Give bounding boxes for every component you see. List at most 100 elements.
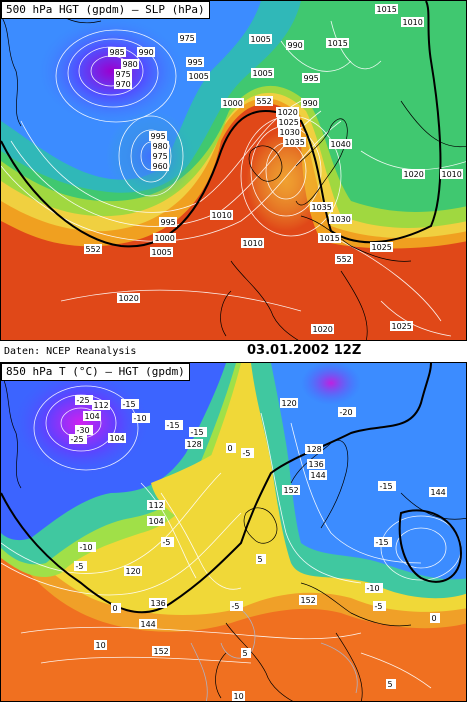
- top-contour-label: 1010: [210, 210, 233, 220]
- svg-text:0: 0: [228, 444, 233, 453]
- bottom-contour-label: 5: [241, 648, 251, 658]
- top-contour-label: 1010: [241, 238, 264, 248]
- top-contour-label: 990: [137, 47, 155, 57]
- svg-text:-25: -25: [77, 396, 90, 405]
- bottom-contour-label: 5: [386, 679, 396, 689]
- bottom-coastlines: [1, 372, 466, 701]
- top-map-panel: 1015 1010 985 990 975 980 975 970 995 1005 1005 990…: [0, 0, 467, 341]
- top-contour-label: 1000: [153, 233, 176, 243]
- bottom-contour-label: 0: [226, 443, 236, 453]
- svg-text:1030: 1030: [331, 215, 351, 224]
- bottom-isotherms: [1, 385, 462, 689]
- bottom-contour-label: -25: [69, 434, 87, 444]
- top-contour-label: 960: [151, 161, 169, 171]
- svg-text:152: 152: [301, 596, 316, 605]
- svg-text:1000: 1000: [155, 234, 175, 243]
- top-contour-label: 1005: [249, 34, 272, 44]
- bottom-warm-tongue: [151, 431, 262, 572]
- bottom-contour-label: 0: [111, 603, 121, 613]
- svg-text:975: 975: [153, 152, 168, 161]
- svg-text:112: 112: [94, 401, 109, 410]
- bottom-contour-label: 152: [282, 485, 300, 495]
- bottom-contour-label: 104: [108, 433, 126, 443]
- top-contour-label: 1020: [117, 293, 140, 303]
- svg-text:-15: -15: [123, 400, 136, 409]
- svg-text:1020: 1020: [404, 170, 424, 179]
- svg-text:995: 995: [161, 218, 176, 227]
- top-contour-label: 1015: [326, 38, 349, 48]
- bottom-thick-contour: [1, 363, 432, 614]
- bottom-panel-title: 850 hPa T (°C) – HGT (gpdm): [1, 363, 190, 381]
- svg-text:1000: 1000: [223, 99, 243, 108]
- svg-text:990: 990: [288, 41, 303, 50]
- top-contour-label: 1015: [318, 233, 341, 243]
- svg-text:990: 990: [303, 99, 318, 108]
- svg-text:1040: 1040: [331, 140, 351, 149]
- top-contour-label: 1005: [187, 71, 210, 81]
- svg-text:1010: 1010: [442, 170, 462, 179]
- top-contour-label: 1005: [251, 68, 274, 78]
- bottom-contour-label: 152: [299, 595, 317, 605]
- bottom-contour-label: -15: [121, 399, 139, 409]
- bottom-contour-label: 144: [429, 487, 447, 497]
- bottom-cold-core-west: [11, 368, 151, 478]
- bottom-contour-label: 104: [147, 516, 165, 526]
- svg-text:1030: 1030: [280, 128, 300, 137]
- svg-text:-30: -30: [77, 426, 90, 435]
- svg-text:0: 0: [113, 604, 118, 613]
- svg-text:1010: 1010: [243, 239, 263, 248]
- svg-text:980: 980: [123, 60, 138, 69]
- svg-text:-15: -15: [167, 421, 180, 430]
- bottom-contour-label: 120: [280, 398, 298, 408]
- top-contour-label: 975: [178, 33, 196, 43]
- bottom-contour-label: -15: [374, 537, 392, 547]
- bottom-contour-label: -15: [165, 420, 183, 430]
- bottom-contour-label: -5: [74, 561, 87, 571]
- bottom-contour-label: -5: [373, 601, 386, 611]
- bottom-contour-label: 5: [256, 554, 266, 564]
- top-contour-label: 1005: [150, 247, 173, 257]
- top-contour-label: 552: [335, 254, 353, 264]
- svg-text:-15: -15: [191, 428, 204, 437]
- top-contour-label: 1025: [370, 242, 393, 252]
- top-contour-label: 1020: [276, 107, 299, 117]
- svg-text:1015: 1015: [377, 5, 397, 14]
- svg-text:1005: 1005: [189, 72, 209, 81]
- svg-text:10: 10: [234, 692, 244, 701]
- top-contour-label: 995: [159, 217, 177, 227]
- svg-text:128: 128: [307, 445, 322, 454]
- data-source-text: Daten: NCEP Reanalysis: [4, 346, 137, 357]
- top-contour-label: 980: [121, 59, 139, 69]
- bottom-cold-core-north: [301, 363, 361, 405]
- svg-text:1025: 1025: [392, 322, 412, 331]
- top-contour-label: 1020: [402, 169, 425, 179]
- svg-text:1020: 1020: [313, 325, 333, 334]
- top-panel-title: 500 hPa HGT (gpdm) – SLP (hPa): [1, 1, 210, 19]
- top-contour-label: 1000: [221, 98, 244, 108]
- svg-text:120: 120: [126, 567, 141, 576]
- top-contour-label: 995: [186, 57, 204, 67]
- svg-text:144: 144: [141, 620, 156, 629]
- top-contour-label: 1030: [278, 127, 301, 137]
- svg-text:1020: 1020: [278, 108, 298, 117]
- top-contour-label: 1035: [283, 137, 306, 147]
- bottom-contour-label: 112: [147, 500, 165, 510]
- date-time-text: 03.01.2002 12Z: [247, 343, 362, 358]
- svg-text:5: 5: [258, 555, 263, 564]
- top-contour-label: 995: [302, 73, 320, 83]
- svg-text:985: 985: [110, 48, 125, 57]
- svg-text:120: 120: [282, 399, 297, 408]
- top-contour-label: 552: [255, 96, 273, 106]
- svg-text:0: 0: [432, 614, 437, 623]
- svg-text:1015: 1015: [320, 234, 340, 243]
- bottom-contour-label: -10: [132, 413, 150, 423]
- svg-text:-15: -15: [376, 538, 389, 547]
- svg-text:104: 104: [110, 434, 125, 443]
- bottom-contour-label: 10: [232, 691, 245, 701]
- svg-text:1005: 1005: [251, 35, 271, 44]
- svg-text:1025: 1025: [372, 243, 392, 252]
- bottom-contour-label: 120: [124, 566, 142, 576]
- bottom-contour-label: 128: [305, 444, 323, 454]
- top-contour-label: 1010: [440, 169, 463, 179]
